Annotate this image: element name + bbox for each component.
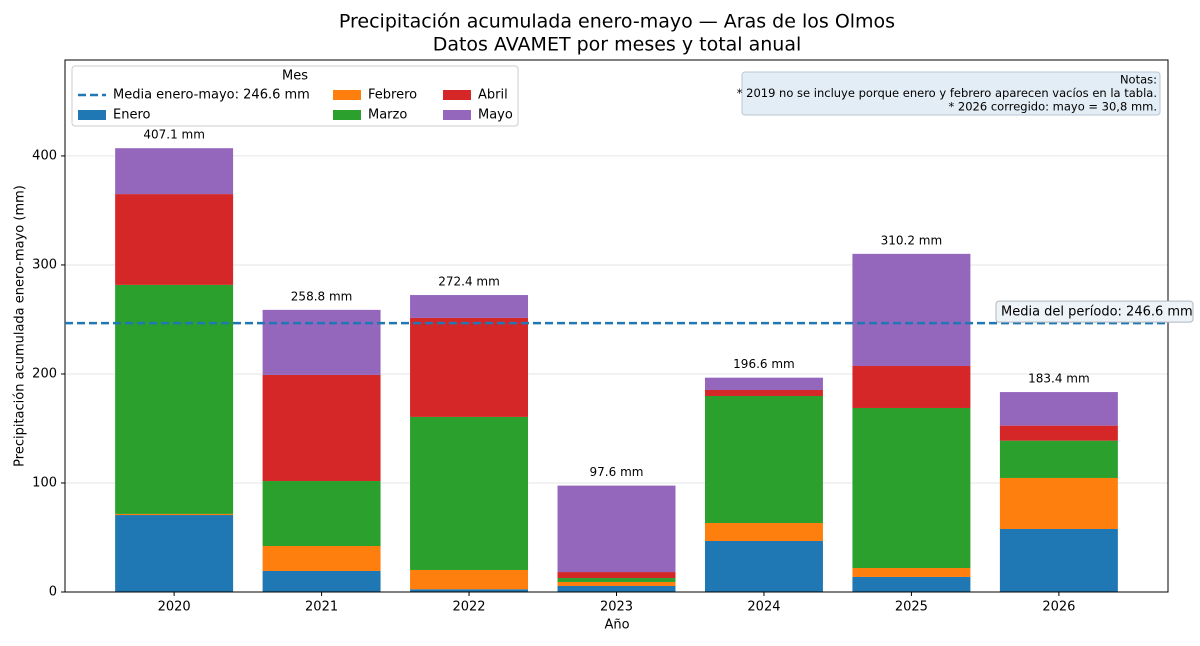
total-label: 272.4 mm bbox=[438, 275, 500, 289]
bar-segment bbox=[262, 309, 381, 375]
bar-segment bbox=[999, 425, 1118, 441]
bar-segment bbox=[852, 568, 971, 577]
bar-segment bbox=[852, 407, 971, 569]
x-tick-label: 2023 bbox=[600, 600, 633, 615]
x-tick-label: 2025 bbox=[895, 600, 928, 615]
bar-segment bbox=[262, 481, 381, 546]
total-label: 97.6 mm bbox=[590, 465, 644, 479]
y-tick-label: 0 bbox=[49, 585, 57, 600]
legend-label: Marzo bbox=[368, 108, 407, 123]
bar-segment bbox=[115, 515, 234, 592]
bar-segment bbox=[262, 545, 381, 571]
legend-label: Abril bbox=[478, 88, 508, 103]
x-tick-label: 2024 bbox=[747, 600, 780, 615]
legend-label: Enero bbox=[113, 108, 151, 123]
legend-swatch bbox=[443, 90, 471, 100]
bar-segment bbox=[704, 540, 823, 592]
chart-title: Precipitación acumulada enero-mayo — Ara… bbox=[339, 11, 895, 33]
legend-swatch bbox=[333, 90, 361, 100]
y-tick-label: 300 bbox=[32, 257, 57, 272]
bar-segment bbox=[704, 389, 823, 396]
bar-segment bbox=[704, 377, 823, 390]
mean-label-box bbox=[995, 300, 1194, 323]
plot-area bbox=[65, 148, 1168, 593]
x-tick-label: 2026 bbox=[1042, 600, 1075, 615]
legend-swatch bbox=[78, 110, 106, 120]
bar-segment bbox=[852, 366, 971, 408]
note-line: Notas: bbox=[1120, 73, 1157, 87]
y-axis-label: Precipitación acumulada enero-mayo (mm) bbox=[13, 185, 28, 467]
note-line: * 2019 no se incluye porque enero y febr… bbox=[737, 86, 1157, 100]
legend-label: Mayo bbox=[478, 108, 513, 123]
bar-segment bbox=[852, 576, 971, 592]
bar-segment bbox=[852, 253, 971, 367]
bar-segment bbox=[262, 374, 381, 482]
total-label: 310.2 mm bbox=[881, 233, 943, 247]
y-tick-label: 200 bbox=[32, 366, 57, 381]
bar-segment bbox=[115, 513, 234, 516]
note-line: * 2026 corregido: mayo = 30,8 mm. bbox=[949, 100, 1157, 114]
total-label: 258.8 mm bbox=[291, 289, 353, 303]
legend-title: Mes bbox=[282, 69, 308, 84]
x-tick-label: 2020 bbox=[158, 600, 191, 615]
bar-segment bbox=[410, 569, 529, 590]
bar-segment bbox=[704, 522, 823, 541]
bar-segment bbox=[704, 395, 823, 523]
bar-segment bbox=[557, 578, 676, 582]
legend-swatch bbox=[443, 110, 471, 120]
mean-label: Media del período: 246.6 mm bbox=[1001, 305, 1193, 320]
bar-segment bbox=[557, 581, 676, 587]
bar-segment bbox=[262, 570, 381, 592]
bar-segment bbox=[999, 440, 1118, 478]
total-label: 196.6 mm bbox=[733, 357, 795, 371]
bar-segment bbox=[557, 586, 676, 592]
legend-box bbox=[71, 65, 519, 127]
bar-segment bbox=[410, 317, 529, 417]
legend-label: Media enero-mayo: 246.6 mm bbox=[113, 88, 310, 103]
bar-segment bbox=[115, 148, 234, 195]
y-tick-label: 400 bbox=[32, 148, 57, 163]
y-tick-label: 100 bbox=[32, 475, 57, 490]
bar-segment bbox=[115, 284, 234, 514]
bar-segment bbox=[557, 572, 676, 579]
notes-box bbox=[741, 71, 1161, 116]
x-tick-label: 2021 bbox=[305, 600, 338, 615]
legend-swatch bbox=[333, 110, 361, 120]
bar-segment bbox=[557, 485, 676, 573]
bar-segment bbox=[410, 589, 529, 592]
bar-segment bbox=[999, 528, 1118, 592]
bar-segment bbox=[410, 295, 529, 318]
bar-segment bbox=[410, 416, 529, 570]
bar-segment bbox=[999, 392, 1118, 426]
total-label: 183.4 mm bbox=[1028, 372, 1090, 386]
legend-label: Febrero bbox=[368, 88, 417, 103]
x-tick-label: 2022 bbox=[452, 600, 485, 615]
bar-segment bbox=[115, 194, 234, 285]
bar-segment bbox=[999, 477, 1118, 529]
total-label: 407.1 mm bbox=[143, 128, 205, 142]
chart-subtitle: Datos AVAMET por meses y total anual bbox=[433, 34, 802, 56]
x-axis-label: Año bbox=[604, 618, 629, 633]
